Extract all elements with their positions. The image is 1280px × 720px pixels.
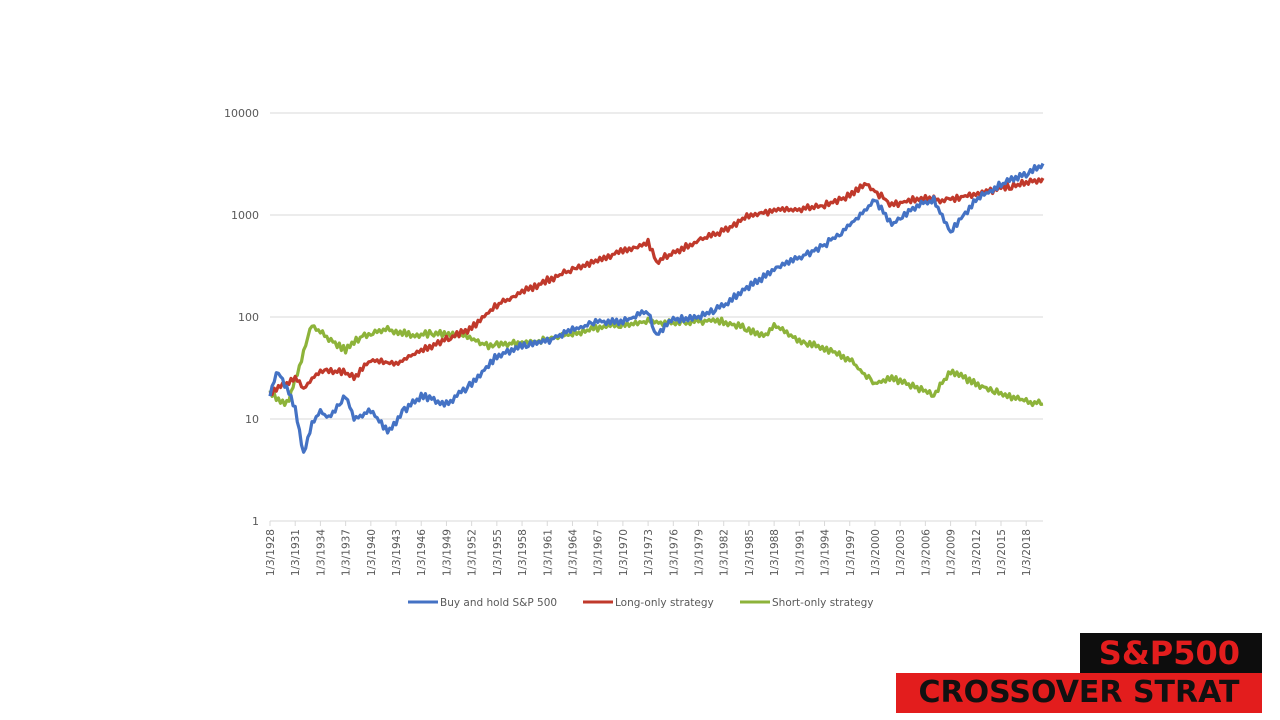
legend-label: Buy and hold S&P 500 bbox=[440, 597, 557, 609]
x-tick-label: 1/3/1952 bbox=[467, 529, 479, 576]
x-tick-label: 1/3/1982 bbox=[719, 529, 731, 576]
x-tick-label: 1/3/1991 bbox=[794, 529, 806, 576]
x-tick-label: 1/3/1970 bbox=[618, 529, 630, 576]
x-tick-label: 1/3/1955 bbox=[492, 529, 504, 576]
x-tick-label: 1/3/2018 bbox=[1021, 529, 1033, 576]
x-tick-label: 1/3/2000 bbox=[870, 529, 882, 576]
x-tick-label: 1/3/1997 bbox=[845, 529, 857, 576]
y-axis-ticks: 1 10 100 1000 10000 bbox=[224, 107, 259, 528]
x-tick-label: 1/3/1961 bbox=[542, 529, 554, 576]
x-tick-label: 1/3/1931 bbox=[290, 529, 302, 576]
y-tick-label: 1000 bbox=[231, 209, 259, 222]
x-tick-label: 1/3/2009 bbox=[946, 529, 958, 576]
x-tick-label: 1/3/1964 bbox=[567, 529, 579, 576]
banner-line1-text: S&P500 bbox=[1098, 634, 1240, 672]
banner-title-line1: S&P500 bbox=[1080, 633, 1262, 673]
y-tick-label: 100 bbox=[238, 311, 259, 324]
x-tick-label: 1/3/1973 bbox=[643, 529, 655, 576]
series-line-long-only-strategy bbox=[268, 177, 1045, 397]
x-tick-label: 1/3/1928 bbox=[265, 529, 277, 576]
x-tick-label: 1/3/1988 bbox=[769, 529, 781, 576]
series-lines bbox=[268, 162, 1045, 454]
series-line-short-only-strategy bbox=[268, 316, 1044, 408]
banner-title-line2: CROSSOVER STRAT bbox=[896, 673, 1262, 713]
x-tick-label: 1/3/1943 bbox=[391, 529, 403, 576]
y-tick-label: 10000 bbox=[224, 107, 259, 120]
legend-label: Long-only strategy bbox=[615, 597, 714, 609]
x-tick-label: 1/3/1946 bbox=[416, 529, 428, 576]
x-tick-label: 1/3/1958 bbox=[517, 529, 529, 576]
x-tick-label: 1/3/1934 bbox=[315, 529, 327, 576]
x-tick-label: 1/3/2012 bbox=[971, 529, 983, 576]
series-line-buy-and-hold-s-p-500 bbox=[268, 162, 1045, 454]
x-tick-label: 1/3/2003 bbox=[895, 529, 907, 576]
x-tick-label: 1/3/1940 bbox=[366, 529, 378, 576]
y-tick-label: 10 bbox=[245, 413, 259, 426]
x-tick-label: 1/3/1967 bbox=[593, 529, 605, 576]
y-tick-label: 1 bbox=[252, 515, 259, 528]
x-tick-label: 1/3/1937 bbox=[341, 529, 353, 576]
legend-label: Short-only strategy bbox=[772, 597, 874, 609]
x-tick-label: 1/3/2015 bbox=[996, 529, 1008, 576]
x-tick-label: 1/3/2006 bbox=[920, 529, 932, 576]
x-tick-label: 1/3/1979 bbox=[694, 529, 706, 576]
x-tick-label: 1/3/1985 bbox=[744, 529, 756, 576]
x-axis: 1/3/1928 1/3/1931 1/3/1934 1/3/1937 1/3/1940… bbox=[265, 520, 1043, 576]
x-tick-label: 1/3/1994 bbox=[820, 529, 832, 576]
x-tick-label: 1/3/1976 bbox=[668, 529, 680, 576]
gridlines bbox=[270, 112, 1043, 420]
legend: Buy and hold S&P 500 Long-only strategy Sh… bbox=[408, 597, 874, 609]
x-tick-label: 1/3/1949 bbox=[441, 529, 453, 576]
